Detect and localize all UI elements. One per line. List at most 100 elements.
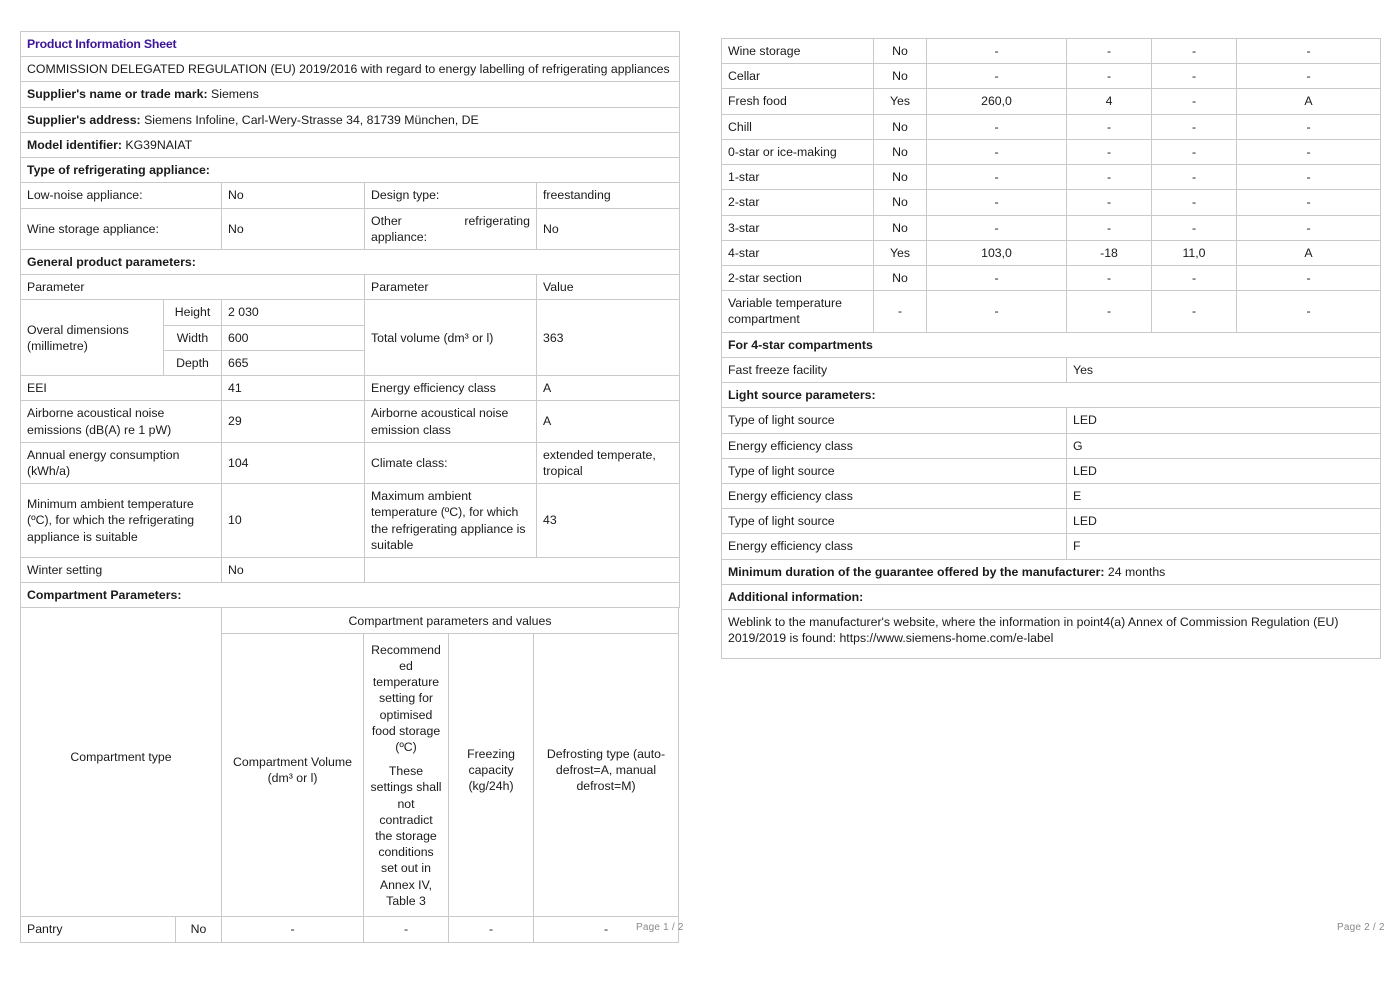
guarantee-value: 24 months xyxy=(1107,564,1166,579)
column-temperature-main: Recommended temperature setting for opti… xyxy=(371,642,441,754)
eei-value: 41 xyxy=(221,375,365,402)
compartment-rows-page1: Pantry No - - - - xyxy=(20,916,679,943)
eei-row: EEI 41 Energy efficiency class A xyxy=(20,375,680,402)
light-source-value-0: LED xyxy=(1066,407,1381,434)
compartment-temperature-0-star-or-ice-making: - xyxy=(1066,138,1152,166)
weblink-url[interactable]: https://www.siemens-home.com/e-label xyxy=(839,631,1054,646)
supplier-name-cell: Supplier's name or trade mark: Siemens xyxy=(19,81,681,108)
design-type-value: freestanding xyxy=(535,182,681,209)
compartment-volume-cellar: - xyxy=(926,63,1067,90)
low-noise-value: No xyxy=(221,182,365,209)
dimension-height-value: 2 030 xyxy=(221,299,365,326)
compartment-type-wine-storage: Wine storage xyxy=(721,37,874,65)
guarantee-label: Minimum duration of the guarantee offere… xyxy=(728,564,1105,579)
regulation-row: COMMISSION DELEGATED REGULATION (EU) 201… xyxy=(19,56,681,83)
header-parameter-1: Parameter xyxy=(20,274,365,301)
table-row: Cellar No - - - - xyxy=(721,63,1381,90)
compartment-volume-0-star-or-ice-making: - xyxy=(926,138,1067,166)
compartment-temperature-chill: - xyxy=(1066,113,1152,140)
climate-class-value: extended temperate, tropical xyxy=(536,441,680,485)
compartment-defrosting-4-star: A xyxy=(1236,239,1381,266)
noise-emissions-value: 29 xyxy=(221,400,365,443)
compartment-freezing-chill: - xyxy=(1151,113,1237,140)
light-source-section-row: Light source parameters: xyxy=(721,382,1381,409)
compartment-temperature-2-star-section: - xyxy=(1066,264,1152,292)
compartment-present-cellar: No xyxy=(873,63,927,90)
supplier-address-cell: Supplier's address: Siemens Infoline, Ca… xyxy=(19,106,681,133)
light-source-label-5: Energy efficiency class xyxy=(721,533,1067,560)
compartment-type-fresh-food: Fresh food xyxy=(721,88,874,115)
light-source-row: Energy efficiency class F xyxy=(721,533,1381,560)
max-ambient-temperature-value: 43 xyxy=(536,483,680,559)
compartment-type-pantry: Pantry xyxy=(20,916,176,943)
column-defrosting-type: Defrosting type (auto-defrost=A, manual … xyxy=(533,633,679,918)
min-ambient-temperature-value: 10 xyxy=(221,483,365,559)
overall-dimensions-label: Overal dimensions (millimetre) xyxy=(20,299,164,377)
compartment-temperature-2-star: - xyxy=(1066,189,1152,216)
fast-freeze-row: Fast freeze facility Yes xyxy=(721,356,1381,384)
eei-label: EEI xyxy=(20,375,222,402)
light-source-row: Type of light source LED xyxy=(721,407,1381,434)
compartment-freezing-2-star-section: - xyxy=(1151,264,1237,292)
compartment-defrosting-3-star: - xyxy=(1236,214,1381,241)
ambient-temperature-row: Minimum ambient temperature (ºC), for wh… xyxy=(20,483,680,559)
compartment-volume-chill: - xyxy=(926,113,1067,140)
guarantee-row: Minimum duration of the guarantee offere… xyxy=(721,558,1381,585)
compartment-freezing-pantry: - xyxy=(448,916,534,943)
general-header-row: Parameter Value Parameter Value xyxy=(20,274,681,301)
compartment-freezing-variable-temperature-compartment: - xyxy=(1151,290,1237,333)
compartment-temperature-pantry: - xyxy=(363,916,449,943)
annual-energy-row: Annual energy consumption (kWh/a) 104 Cl… xyxy=(20,441,680,485)
compartment-temperature-1-star: - xyxy=(1066,164,1152,191)
appliance-type-section-row: Type of refrigerating appliance: xyxy=(19,157,681,184)
compartment-freezing-3-star: - xyxy=(1151,214,1237,241)
compartment-volume-3-star: - xyxy=(926,214,1067,241)
model-identifier-row: Model identifier: KG39NAIAT xyxy=(19,131,681,159)
supplier-name-label: Supplier's name or trade mark: xyxy=(27,87,208,102)
compartment-type-variable-temperature-compartment: Variable temperature compartment xyxy=(721,290,874,333)
table-row: 0-star or ice-making No - - - - xyxy=(721,138,1381,166)
compartment-group-header: Compartment parameters and values xyxy=(221,607,679,635)
compartment-present-2-star-section: No xyxy=(873,264,927,292)
header-value-2: Value xyxy=(535,274,681,301)
min-ambient-temperature-label: Minimum ambient temperature (ºC), for wh… xyxy=(20,483,222,559)
weblink-text: Weblink to the manufacturer's website, w… xyxy=(728,615,1339,646)
light-source-section-label: Light source parameters: xyxy=(721,382,1381,409)
low-noise-label: Low-noise appliance: xyxy=(20,182,222,209)
supplier-address-row: Supplier's address: Siemens Infoline, Ca… xyxy=(19,106,681,133)
compartment-defrosting-2-star-section: - xyxy=(1236,264,1381,292)
compartment-type-3-star: 3-star xyxy=(721,214,874,241)
wine-storage-appliance-label: Wine storage appliance: xyxy=(20,207,222,250)
dimensions-depth-row: Depth 665 xyxy=(21,349,680,377)
supplier-name-value: Siemens xyxy=(211,87,259,102)
light-source-value-1: G xyxy=(1066,432,1381,459)
column-freezing-capacity: Freezing capacity (kg/24h) xyxy=(448,633,534,918)
general-parameters-section-row: General product parameters: xyxy=(19,248,681,276)
compartment-defrosting-cellar: - xyxy=(1236,63,1381,90)
column-compartment-volume: Compartment Volume (dm³ or l) xyxy=(221,633,364,918)
page-title: Product Information Sheet xyxy=(19,30,681,58)
compartment-temperature-4-star: -18 xyxy=(1066,239,1152,266)
light-source-value-2: LED xyxy=(1066,457,1381,484)
light-source-value-5: F xyxy=(1066,533,1381,560)
compartment-defrosting-1-star: - xyxy=(1236,164,1381,191)
other-refrigerating-appliance-value: No xyxy=(535,207,681,250)
light-source-row: Energy efficiency class G xyxy=(721,432,1381,459)
table-row: Fresh food Yes 260,0 4- A xyxy=(721,88,1381,115)
winter-setting-empty xyxy=(364,557,680,584)
annual-energy-value: 104 xyxy=(221,441,365,485)
compartment-type-4-star: 4-star xyxy=(721,239,874,266)
weblink-row: Weblink to the manufacturer's website, w… xyxy=(721,609,1381,660)
compartment-defrosting-pantry: - xyxy=(533,916,679,943)
compartment-defrosting-chill: - xyxy=(1236,113,1381,140)
page-1-footer: Page 1 / 2 xyxy=(636,922,684,933)
compartment-volume-2-star-section: - xyxy=(926,264,1067,292)
light-source-label-0: Type of light source xyxy=(721,407,1067,434)
compartment-volume-wine-storage: - xyxy=(926,37,1067,65)
compartment-freezing-1-star: - xyxy=(1151,164,1237,191)
compartment-freezing-2-star: - xyxy=(1151,189,1237,216)
compartment-rows-page2: Wine storage No - - - - Cellar No - - - - Fresh food… xyxy=(721,37,1381,333)
compartment-temperature-cellar: - xyxy=(1066,63,1152,90)
fast-freeze-value: Yes xyxy=(1066,356,1381,384)
compartment-defrosting-0-star-or-ice-making: - xyxy=(1236,138,1381,166)
